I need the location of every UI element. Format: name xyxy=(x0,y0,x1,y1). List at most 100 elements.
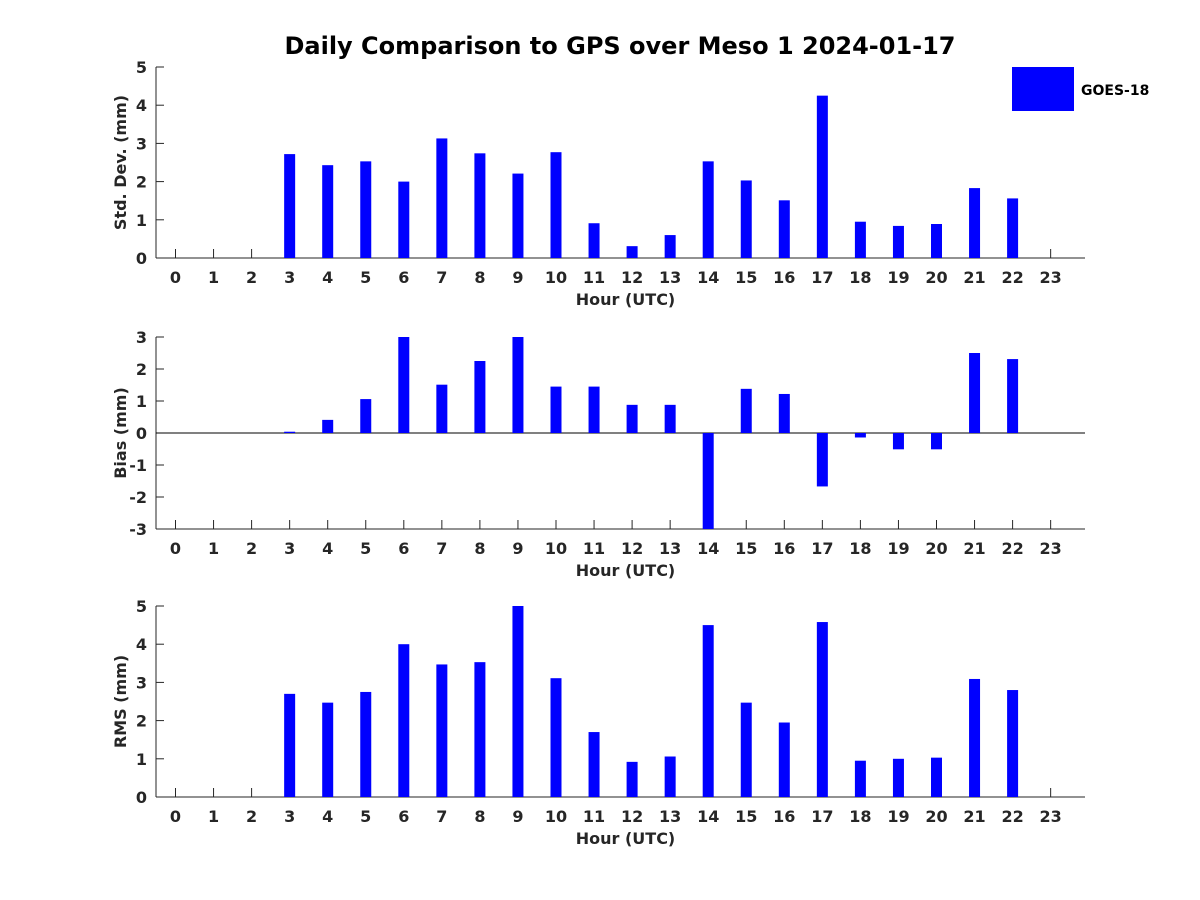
x-tick-label: 4 xyxy=(322,539,333,558)
bar xyxy=(398,337,410,433)
x-tick-label: 4 xyxy=(322,268,333,287)
x-tick-label: 6 xyxy=(398,539,409,558)
x-tick-label: 3 xyxy=(284,539,295,558)
x-tick-label: 6 xyxy=(398,268,409,287)
bar xyxy=(284,431,296,433)
bar xyxy=(816,95,828,259)
y-tick-label: 3 xyxy=(136,673,147,692)
x-tick-label: 13 xyxy=(659,807,681,826)
x-tick-label: 21 xyxy=(963,539,985,558)
bar xyxy=(284,154,296,258)
y-tick-label: -1 xyxy=(129,456,147,475)
x-tick-label: 11 xyxy=(583,807,605,826)
x-tick-label: 19 xyxy=(887,539,909,558)
x-tick-label: 15 xyxy=(735,539,757,558)
y-tick-label: 1 xyxy=(136,750,147,769)
bar xyxy=(436,384,448,433)
x-tick-label: 11 xyxy=(583,539,605,558)
y-tick-label: 3 xyxy=(136,134,147,153)
bar xyxy=(664,756,676,797)
bar xyxy=(360,399,372,433)
bar xyxy=(931,433,942,450)
y-tick-label: 0 xyxy=(136,249,147,268)
x-tick-label: 16 xyxy=(773,539,795,558)
x-tick-label: 3 xyxy=(284,268,295,287)
rms-x-axis-label: Hour (UTC) xyxy=(576,829,676,848)
bar xyxy=(1007,198,1019,258)
bar xyxy=(550,678,562,797)
x-tick-label: 6 xyxy=(398,807,409,826)
x-tick-label: 18 xyxy=(849,539,871,558)
bar xyxy=(969,678,981,797)
y-tick-label: 1 xyxy=(136,211,147,230)
x-tick-label: 1 xyxy=(208,268,219,287)
bar xyxy=(816,433,828,487)
bar xyxy=(778,393,790,433)
x-tick-label: 5 xyxy=(360,268,371,287)
bar xyxy=(854,433,866,438)
std-dev-y-axis-label: Std. Dev. (mm) xyxy=(111,95,130,230)
x-tick-label: 12 xyxy=(621,268,643,287)
y-tick-label: 0 xyxy=(136,424,147,443)
x-tick-label: 19 xyxy=(887,807,909,826)
bar xyxy=(398,181,410,258)
x-tick-label: 11 xyxy=(583,268,605,287)
bar xyxy=(969,188,981,258)
bar xyxy=(740,388,752,433)
bar xyxy=(892,225,904,258)
bar xyxy=(740,702,752,797)
bar xyxy=(854,760,866,797)
x-tick-label: 8 xyxy=(474,268,485,287)
x-tick-label: 20 xyxy=(925,268,947,287)
bar xyxy=(931,224,942,258)
bar xyxy=(360,161,372,258)
y-tick-label: 4 xyxy=(136,96,147,115)
y-tick-label: -2 xyxy=(129,488,147,507)
bar xyxy=(931,757,942,797)
y-tick-label: 4 xyxy=(136,635,147,654)
x-tick-label: 15 xyxy=(735,268,757,287)
bar xyxy=(360,691,372,797)
x-tick-label: 22 xyxy=(1001,268,1023,287)
x-tick-label: 14 xyxy=(697,268,719,287)
bias-y-axis-label: Bias (mm) xyxy=(111,387,130,479)
bias-x-axis-label: Hour (UTC) xyxy=(576,561,676,580)
x-tick-label: 1 xyxy=(208,539,219,558)
y-tick-label: -3 xyxy=(129,520,147,539)
bar xyxy=(626,761,638,797)
x-tick-label: 19 xyxy=(887,268,909,287)
x-tick-label: 8 xyxy=(474,539,485,558)
bar xyxy=(588,223,600,258)
rms-y-axis-label: RMS (mm) xyxy=(111,655,130,748)
bar xyxy=(550,152,562,258)
y-tick-label: 0 xyxy=(136,788,147,807)
bar xyxy=(816,622,828,797)
bar xyxy=(588,732,600,797)
x-tick-label: 23 xyxy=(1040,539,1062,558)
x-tick-label: 5 xyxy=(360,807,371,826)
x-tick-label: 9 xyxy=(512,539,523,558)
x-tick-label: 1 xyxy=(208,807,219,826)
bar xyxy=(702,433,714,529)
x-tick-label: 13 xyxy=(659,268,681,287)
bar xyxy=(778,722,790,797)
bar xyxy=(474,662,486,797)
x-tick-label: 17 xyxy=(811,539,833,558)
bar xyxy=(664,235,676,258)
bar xyxy=(512,337,524,433)
bar xyxy=(284,693,296,797)
x-tick-label: 9 xyxy=(512,807,523,826)
x-tick-label: 22 xyxy=(1001,807,1023,826)
x-tick-label: 21 xyxy=(963,268,985,287)
x-tick-label: 23 xyxy=(1040,807,1062,826)
y-tick-label: 3 xyxy=(136,328,147,347)
y-tick-label: 1 xyxy=(136,392,147,411)
x-tick-label: 18 xyxy=(849,807,871,826)
x-tick-label: 23 xyxy=(1040,268,1062,287)
y-tick-label: 2 xyxy=(136,360,147,379)
x-tick-label: 7 xyxy=(436,539,447,558)
legend: GOES-18 xyxy=(1012,67,1149,111)
